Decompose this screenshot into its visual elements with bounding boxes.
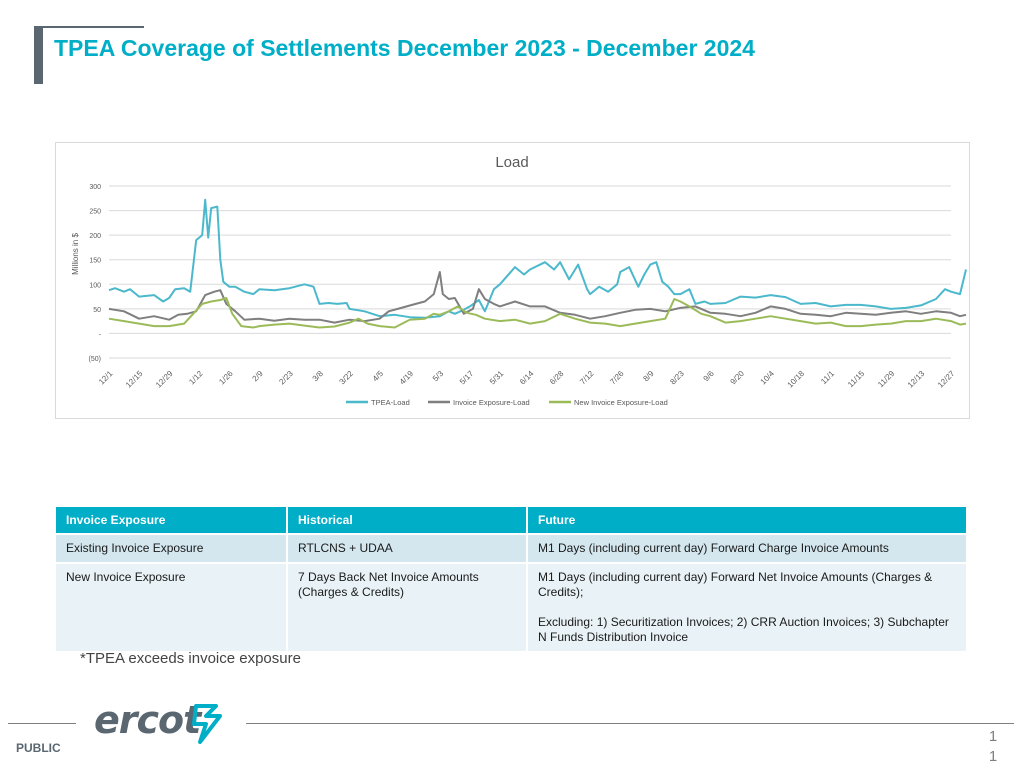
x-tick-label: 12/29 <box>154 369 175 390</box>
y-tick-label: 150 <box>89 258 101 265</box>
x-tick-label: 2/23 <box>277 369 295 387</box>
x-tick-label: 11/15 <box>846 369 866 389</box>
table-cell: New Invoice Exposure <box>56 562 288 651</box>
footer-divider-right <box>246 723 1014 724</box>
series-line <box>108 271 967 324</box>
x-tick-label: 12/1 <box>97 369 115 387</box>
page-number: 1 1 <box>988 728 998 765</box>
x-tick-label: 6/14 <box>518 369 536 387</box>
ercot-lightning-icon <box>192 704 222 744</box>
table-cell: M1 Days (including current day) Forward … <box>527 562 968 651</box>
x-tick-label: 5/31 <box>488 369 506 387</box>
x-tick-label: 2/9 <box>251 369 266 384</box>
x-tick-label: 9/20 <box>729 369 747 387</box>
header-future: Future <box>527 507 968 534</box>
x-tick-label: 4/19 <box>398 369 416 387</box>
legend-label: New Invoice Exposure-Load <box>574 398 668 407</box>
header-invoice-exposure: Invoice Exposure <box>56 507 288 534</box>
x-tick-label: 1/12 <box>187 369 205 387</box>
x-tick-label: 7/12 <box>578 369 596 387</box>
classification-label: PUBLIC <box>16 741 61 755</box>
table-cell: M1 Days (including current day) Forward … <box>527 533 968 563</box>
x-tick-label: 11/29 <box>876 369 896 389</box>
legend-label: TPEA-Load <box>371 398 410 407</box>
x-tick-label: 10/4 <box>759 369 777 387</box>
x-tick-label: 1/26 <box>217 369 235 387</box>
y-tick-label: 50 <box>93 307 101 314</box>
footer-divider-left <box>8 723 76 724</box>
x-tick-label: 10/18 <box>786 369 807 390</box>
x-tick-label: 8/9 <box>641 369 656 384</box>
title-accent-line <box>34 26 144 28</box>
y-tick-label: - <box>99 331 102 338</box>
series-line <box>108 297 967 329</box>
x-tick-label: 5/3 <box>431 369 446 384</box>
y-tick-label: (50) <box>89 356 101 363</box>
table-row: Existing Invoice Exposure RTLCNS + UDAA … <box>56 533 968 563</box>
x-tick-label: 12/13 <box>906 369 927 390</box>
x-tick-label: 4/5 <box>371 369 386 384</box>
x-tick-label: 3/8 <box>311 369 326 384</box>
title-accent-bar <box>34 26 43 84</box>
x-tick-label: 3/22 <box>338 369 356 387</box>
exposure-table: Invoice Exposure Historical Future Exist… <box>56 507 968 651</box>
legend-label: Invoice Exposure-Load <box>453 398 530 407</box>
table-cell: Existing Invoice Exposure <box>56 533 288 563</box>
y-axis-label: Millions in $ <box>71 233 80 275</box>
table-header-row: Invoice Exposure Historical Future <box>56 507 968 534</box>
y-tick-label: 250 <box>89 209 101 216</box>
ercot-logo: ercot <box>94 698 201 742</box>
load-chart: Load (50) - 50 100 150 200 250 300 Millions in $ 1… <box>55 142 970 419</box>
table-row: New Invoice Exposure 7 Days Back Net Inv… <box>56 562 968 651</box>
y-tick-label: 200 <box>89 233 101 240</box>
header-historical: Historical <box>287 507 528 534</box>
x-tick-label: 8/23 <box>668 369 686 387</box>
x-tick-label: 7/26 <box>608 369 626 387</box>
load-chart-svg: Load (50) - 50 100 150 200 250 300 Millions in $ 1… <box>71 154 967 407</box>
y-tick-label: 100 <box>89 282 101 289</box>
x-tick-label: 11/1 <box>819 369 836 386</box>
x-tick-label: 12/27 <box>936 369 957 390</box>
table-cell: RTLCNS + UDAA <box>287 533 528 563</box>
footnote: *TPEA exceeds invoice exposure <box>80 650 301 667</box>
x-tick-label: 5/17 <box>458 369 476 387</box>
series-line <box>108 198 967 319</box>
page-title: TPEA Coverage of Settlements December 20… <box>54 35 755 61</box>
y-tick-label: 300 <box>89 184 101 191</box>
chart-title: Load <box>495 154 528 171</box>
table-cell: 7 Days Back Net Invoice Amounts (Charges… <box>287 562 528 651</box>
x-tick-label: 9/6 <box>702 369 717 384</box>
x-tick-label: 6/28 <box>548 369 566 387</box>
x-tick-label: 12/15 <box>124 369 145 390</box>
